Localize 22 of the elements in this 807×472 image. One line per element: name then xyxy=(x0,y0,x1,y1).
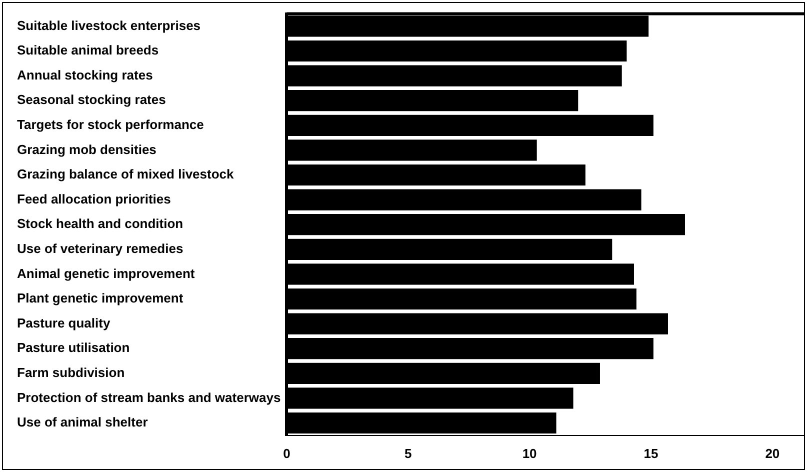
y-tick-label: Plant genetic improvement xyxy=(17,290,184,306)
y-tick-label: Targets for stock performance xyxy=(17,116,204,132)
y-tick-label: Pasture utilisation xyxy=(17,340,130,356)
y-tick-label: Protection of stream banks and waterways xyxy=(17,390,281,405)
y-tick-label: Stock health and condition xyxy=(17,216,184,232)
y-tick-label: Grazing mob densities xyxy=(17,142,156,157)
y-tick-label: Suitable livestock enterprises xyxy=(17,18,201,33)
y-tick-label: Pasture quality xyxy=(17,315,111,330)
x-tick-label: 20 xyxy=(765,446,780,461)
y-tick-label: Feed allocation priorities xyxy=(17,191,171,206)
y-tick-label: Suitable animal breeds xyxy=(17,42,159,58)
y-tick-label: Annual stocking rates xyxy=(17,67,153,82)
y-tick-label: Farm subdivision xyxy=(17,364,125,380)
x-tick-label: 10 xyxy=(522,446,537,461)
y-tick-label: Animal genetic improvement xyxy=(17,266,196,281)
y-tick-label: Seasonal stocking rates xyxy=(17,92,166,108)
x-tick-label: 0 xyxy=(283,446,290,461)
x-tick-label: 15 xyxy=(644,446,658,461)
x-tick-label: 5 xyxy=(404,446,412,461)
y-tick-label: Use of animal shelter xyxy=(17,414,148,430)
y-tick-label: Grazing balance of mixed livestock xyxy=(17,166,235,182)
y-tick-label: Use of veterinary remedies xyxy=(17,240,184,256)
